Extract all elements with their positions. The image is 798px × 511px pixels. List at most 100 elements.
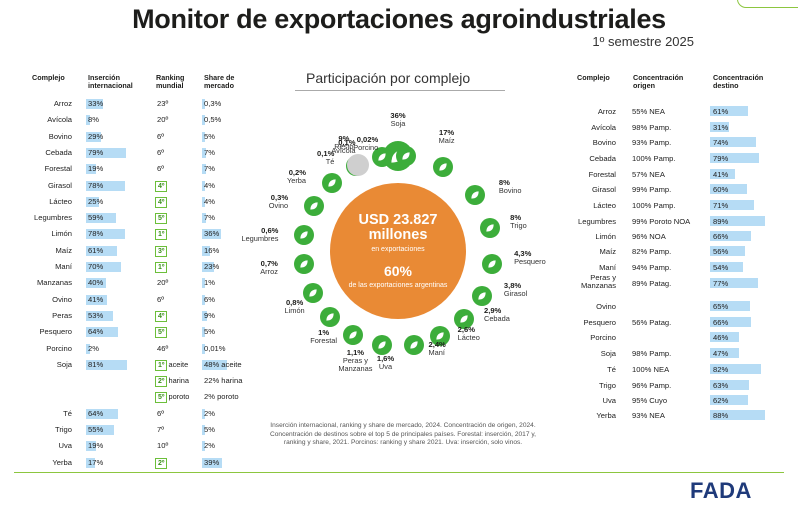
destino-bar — [710, 278, 758, 288]
complex-name: Ovino — [268, 201, 289, 211]
insercion-value: 17% — [88, 457, 104, 467]
table-row: Yerba 17% 2º 39% — [0, 455, 270, 471]
row-name: Yerba — [52, 457, 72, 467]
insercion-value: 19% — [88, 164, 104, 174]
destino-bar — [710, 216, 766, 226]
ranking-box: 4º — [155, 310, 168, 322]
share-value: 39% — [204, 457, 220, 467]
complex-pct: 0,7% — [260, 259, 278, 269]
complex-pct: 17% — [438, 128, 455, 138]
share-value: 22% harina — [204, 376, 243, 386]
header-ranking: Ranking mundial — [156, 73, 185, 90]
ranking-value: 20º — [157, 278, 169, 288]
insercion-value: 78% — [88, 180, 104, 190]
share-value: 5% — [204, 425, 215, 434]
destino-bar — [710, 410, 765, 420]
table-row: Manzanas 40% 20º 1% — [0, 275, 270, 291]
destino-bar — [710, 246, 745, 256]
origen-value: 100% Pamp. — [632, 154, 676, 163]
share-value: 9% — [204, 310, 215, 320]
table-row: Té 100% NEA 82% — [560, 362, 790, 377]
destino-value: 88% — [713, 411, 729, 420]
complex-icon-8 — [404, 334, 425, 355]
table-row: 5º poroto 2% poroto — [0, 389, 270, 405]
table-row: Peras y Manzanas 89% Patag. 77% — [560, 274, 790, 291]
ranking-cell: 2º — [155, 455, 168, 471]
table-row: Bovino 93% Pamp. 74% — [560, 135, 790, 150]
complex-icon-11 — [319, 306, 340, 327]
complex-pct: 1,6% — [376, 353, 395, 363]
row-name: Girasol — [47, 180, 72, 190]
complex-icon-4 — [482, 254, 503, 275]
ranking-box: 4º — [155, 196, 168, 208]
share-bar — [202, 180, 205, 191]
destino-bar — [710, 348, 740, 358]
share-value: 7% — [204, 164, 215, 174]
share-value: 16% — [204, 245, 220, 255]
leaf-icon — [460, 315, 468, 323]
row-name: Peras — [52, 310, 72, 320]
complex-pct: 0,02% — [356, 135, 379, 145]
share-bar — [202, 425, 205, 435]
complex-name: Cebada — [483, 314, 510, 324]
leaf-icon — [300, 260, 308, 268]
destino-bar — [710, 122, 730, 132]
share-bar — [202, 278, 205, 289]
complex-pct: 3,8% — [503, 280, 522, 290]
destino-value: 46% — [713, 333, 729, 342]
origen-value: 96% Pamp. — [632, 381, 672, 390]
share-bar — [202, 115, 205, 126]
header-insercion: Inserción internacional — [88, 73, 133, 90]
row-name: Cebada — [589, 154, 616, 163]
row-name: Legumbres — [578, 217, 616, 226]
complex-name: Uva — [378, 361, 393, 371]
leaf-icon — [377, 340, 386, 349]
destino-bar — [710, 301, 751, 311]
insercion-value: 8% — [88, 115, 99, 125]
share-bar — [202, 441, 205, 452]
insercion-value: 70% — [88, 262, 104, 271]
origen-value: 98% Pamp. — [632, 349, 672, 358]
destino-bar — [710, 332, 739, 342]
insercion-bar — [86, 99, 103, 109]
complex-label: 2,4% Maní — [428, 340, 445, 357]
insercion-bar — [86, 278, 106, 289]
table-row: Legumbres 59% 5º 7% — [0, 210, 270, 226]
destino-bar — [710, 137, 756, 147]
table-row: Maní 94% Pamp. 54% — [560, 260, 790, 275]
insercion-bar — [86, 408, 118, 419]
leaf-icon — [349, 331, 357, 339]
share-value: 0,3% — [204, 99, 222, 108]
complex-label: 0,2% Yerba — [266, 168, 306, 185]
ranking-value: 23º — [157, 99, 169, 108]
page-title: Monitor de exportaciones agroindustriale… — [132, 4, 666, 34]
ranking-value: 46º — [157, 343, 169, 353]
complex-label: 36% Soja — [368, 112, 428, 128]
share-value: 0,5% — [204, 115, 222, 125]
table-row: Trigo 55% 7º 5% — [0, 422, 270, 438]
share-bar — [202, 245, 211, 256]
share-value: 7% — [204, 147, 215, 157]
table-row: Yerba 93% NEA 88% — [560, 408, 790, 423]
complex-name: Maíz — [438, 136, 455, 146]
origen-value: 82% Pamp. — [632, 247, 672, 256]
insercion-bar — [86, 310, 113, 321]
table-row: Cebada 79% 6º 7% — [0, 145, 270, 161]
complex-name: Trigo — [510, 221, 527, 231]
share-value: 6% — [204, 294, 215, 304]
share-value: 5% — [204, 327, 215, 337]
total-circle: USD 23.827 millones en exportaciones 60%… — [330, 183, 466, 319]
row-name: Uva — [602, 396, 616, 405]
table-row: Trigo 96% Pamp. 63% — [560, 378, 790, 393]
total-amount: USD 23.827 millones — [358, 212, 438, 243]
row-name: Maní — [55, 262, 72, 271]
share-bar — [202, 196, 205, 207]
insercion-bar — [86, 343, 90, 354]
ranking-value: 20º — [157, 115, 169, 125]
ranking-cell: 1º — [155, 259, 168, 275]
destino-bar — [710, 106, 748, 116]
origen-value: 99% Pamp. — [632, 185, 672, 194]
complex-pct: 2,9% — [483, 306, 502, 316]
complex-icon-19 — [396, 146, 417, 167]
share-value: 48% aceite — [204, 359, 242, 369]
